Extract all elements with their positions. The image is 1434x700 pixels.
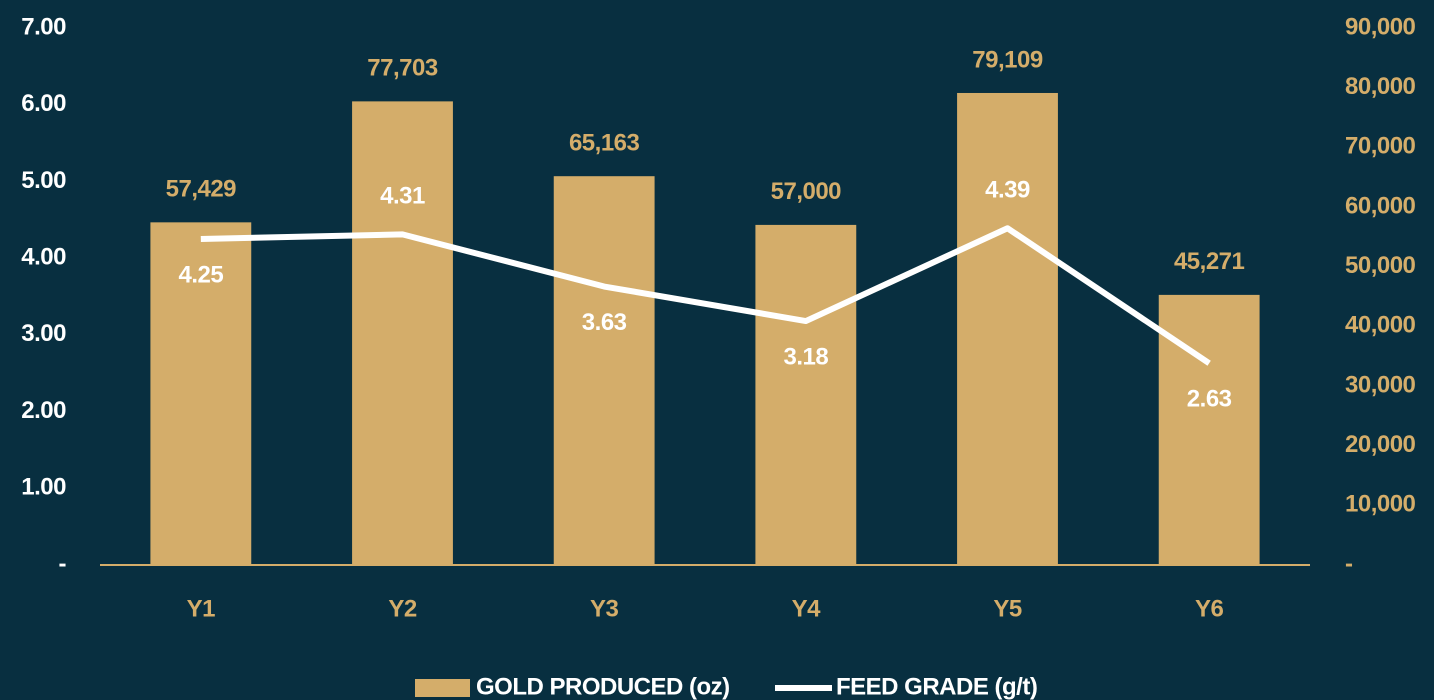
- x-tick-label: Y5: [993, 595, 1022, 622]
- y-tick-label: 2.00: [21, 397, 66, 424]
- y2-tick-label: 50,000: [1345, 252, 1416, 279]
- y2-tick-label: 40,000: [1345, 312, 1416, 339]
- line-value-label: 3.63: [582, 309, 627, 336]
- bar: [352, 101, 453, 565]
- x-tick-label: Y2: [388, 595, 417, 622]
- line-value-label: 3.18: [783, 343, 828, 370]
- y2-tick-label: 30,000: [1345, 371, 1416, 398]
- line-value-label: 4.31: [380, 183, 425, 210]
- x-tick-label: Y1: [187, 595, 216, 622]
- x-tick-label: Y4: [792, 595, 822, 622]
- bar-value-label: 79,109: [972, 46, 1043, 73]
- y2-tick-label: 20,000: [1345, 431, 1416, 458]
- y-tick-label: -: [59, 550, 67, 577]
- x-tick-label: Y3: [590, 595, 619, 622]
- y-tick-label: 4.00: [21, 243, 66, 270]
- y-tick-label: 3.00: [21, 320, 66, 347]
- bar-value-label: 65,163: [569, 130, 640, 157]
- bar: [957, 92, 1058, 565]
- bar: [150, 222, 252, 565]
- y2-tick-label: 70,000: [1345, 133, 1416, 160]
- bar-value-label: 57,429: [166, 176, 237, 203]
- y2-tick-label: 90,000: [1345, 13, 1416, 40]
- bar: [1158, 294, 1260, 565]
- bar-value-label: 57,000: [771, 178, 842, 205]
- legend-swatch: [415, 679, 470, 697]
- x-tick-label: Y6: [1195, 595, 1224, 622]
- line-value-label: 4.39: [985, 177, 1030, 204]
- y-tick-label: 7.00: [21, 13, 66, 40]
- bar-value-label: 45,271: [1174, 248, 1245, 275]
- line: [200, 225, 1211, 366]
- y-tick-label: 6.00: [21, 90, 66, 117]
- legend-label: GOLD PRODUCED (oz): [476, 673, 730, 700]
- legend-label: FEED GRADE (g/t): [836, 673, 1037, 700]
- y-tick-label: 1.00: [21, 474, 66, 501]
- bar-value-label: 77,703: [367, 55, 438, 82]
- bar: [755, 224, 857, 565]
- y2-tick-label: -: [1345, 550, 1353, 577]
- line-value-label: 4.25: [178, 261, 223, 288]
- line-value-label: 2.63: [1187, 386, 1232, 413]
- bar: [553, 176, 655, 566]
- y2-tick-label: 60,000: [1345, 192, 1416, 219]
- y2-tick-label: 10,000: [1345, 491, 1416, 518]
- y-tick-label: 5.00: [21, 167, 66, 194]
- y2-tick-label: 80,000: [1345, 73, 1416, 100]
